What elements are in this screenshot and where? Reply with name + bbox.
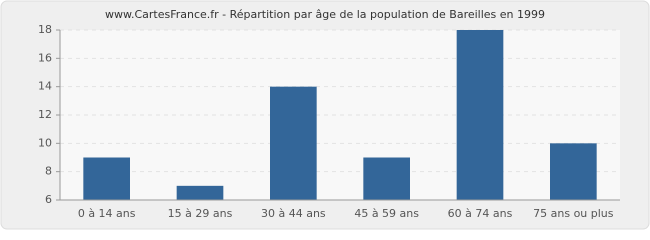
y-tick-label: 16 <box>38 51 52 64</box>
bar <box>270 86 317 200</box>
x-tick-label: 30 à 44 ans <box>261 207 326 220</box>
bar <box>550 143 597 200</box>
y-tick-label: 18 <box>38 23 52 36</box>
bar <box>363 157 410 200</box>
y-tick-label: 10 <box>38 136 52 149</box>
chart: www.CartesFrance.fr - Répartition par âg… <box>0 0 650 230</box>
x-tick-label: 75 ans ou plus <box>533 207 614 220</box>
bar <box>83 157 130 200</box>
y-tick-label: 6 <box>45 193 52 206</box>
x-tick-label: 0 à 14 ans <box>78 207 136 220</box>
x-tick-label: 60 à 74 ans <box>448 207 513 220</box>
y-tick-label: 12 <box>38 108 52 121</box>
y-tick-label: 8 <box>45 165 52 178</box>
bar <box>456 30 504 200</box>
x-tick-label: 15 à 29 ans <box>168 207 233 220</box>
y-tick-label: 14 <box>38 80 52 93</box>
chart-title: www.CartesFrance.fr - Répartition par âg… <box>105 8 545 21</box>
bar <box>176 185 224 200</box>
x-tick-label: 45 à 59 ans <box>354 207 419 220</box>
